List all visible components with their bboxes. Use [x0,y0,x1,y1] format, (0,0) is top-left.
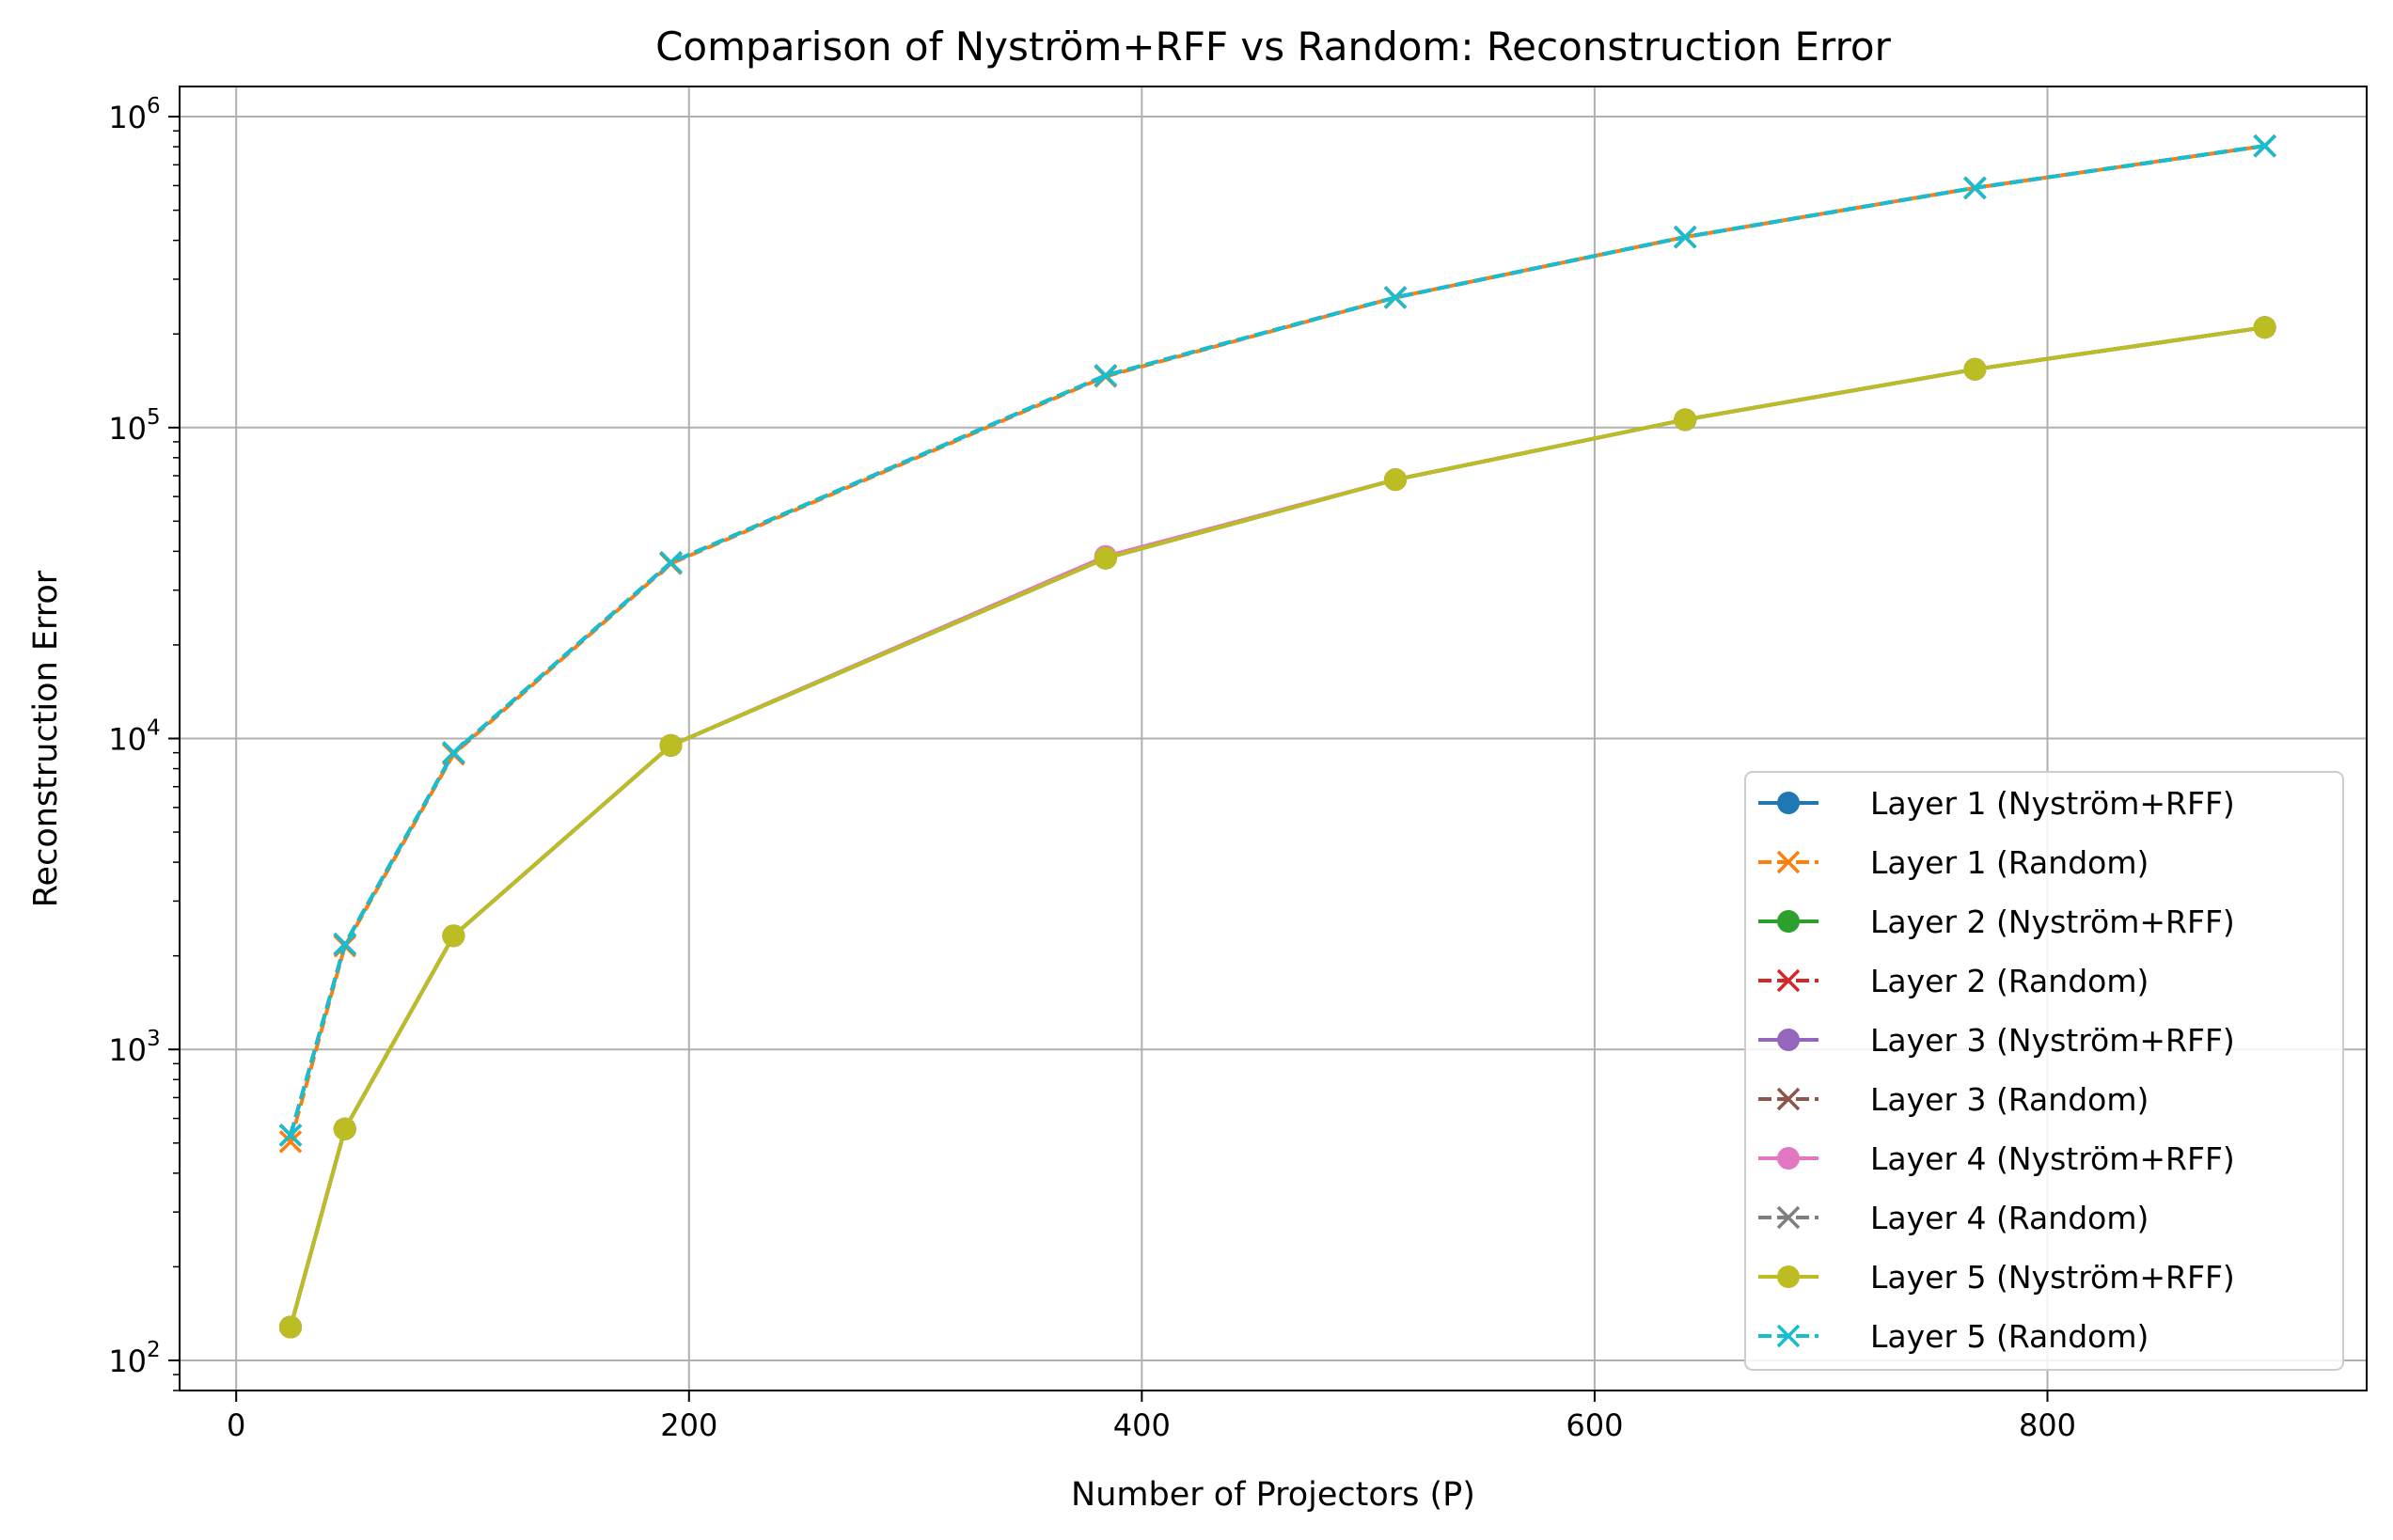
legend-label: Layer 1 (Nyström+RFF) [1870,785,2235,822]
chart-title: Comparison of Nyström+RFF vs Random: Rec… [655,24,1892,70]
legend-item: Layer 5 (Random) [1758,1318,2149,1355]
legend-marker [1776,1205,1801,1230]
y-tick-label: 106 [108,94,160,135]
legend-label: Layer 4 (Random) [1870,1200,2149,1236]
data-point [1674,408,1697,432]
legend-label: Layer 5 (Random) [1870,1318,2149,1355]
legend-label: Layer 5 (Nyström+RFF) [1870,1259,2235,1296]
legend-label: Layer 3 (Random) [1870,1081,2149,1118]
y-tick-label: 102 [108,1338,160,1379]
x-axis-label: Number of Projectors (P) [1071,1476,1475,1514]
legend-item: Layer 1 (Random) [1758,844,2149,881]
data-point [1384,468,1408,492]
data-point [659,551,683,574]
legend-item: Layer 3 (Nyström+RFF) [1758,1022,2235,1059]
data-point [1094,546,1117,570]
data-point [442,741,465,764]
legend-label: Layer 4 (Nyström+RFF) [1870,1140,2235,1177]
data-point [2253,316,2276,339]
data-point [1094,364,1118,387]
legend-marker [1777,910,1800,933]
legend-label: Layer 2 (Nyström+RFF) [1870,904,2235,940]
legend-marker [1777,1265,1800,1288]
y-tick-label: 103 [108,1027,160,1068]
data-point [333,933,357,956]
series-10 [278,134,2276,1147]
x-tick-label: 600 [1566,1407,1623,1443]
y-tick-base: 10 [108,1344,147,1379]
y-tick-label: 105 [108,405,160,447]
x-axis: 0 200 400 600 800 [227,1391,2076,1443]
y-tick-exponent: 6 [147,94,161,118]
data-point [1673,225,1697,249]
legend-item: Layer 2 (Random) [1758,963,2149,999]
legend-marker [1777,792,1800,814]
legend-item: Layer 4 (Random) [1758,1200,2149,1236]
y-axis-label: Reconstruction Error [27,570,65,907]
x-tick-label: 400 [1113,1407,1171,1443]
legend: Layer 1 (Nyström+RFF) Layer 1 (Random) Lay… [1744,771,2344,1371]
y-tick-base: 10 [108,100,147,135]
y-tick-exponent: 3 [147,1027,161,1051]
data-point [278,1130,303,1154]
legend-marker [1776,850,1801,874]
legend-marker [1777,1029,1800,1051]
legend-label: Layer 1 (Random) [1870,844,2149,881]
x-tick-label: 200 [660,1407,717,1443]
y-minor-ticks [173,130,180,1391]
legend-item: Layer 4 (Nyström+RFF) [1758,1140,2235,1177]
y-tick-base: 10 [108,1032,147,1068]
series-layer [278,134,2276,1339]
legend-item: Layer 1 (Nyström+RFF) [1758,785,2235,822]
series-9 [278,316,2276,1339]
y-tick-exponent: 2 [147,1338,161,1362]
legend-marker [1776,968,1801,993]
data-point [1383,286,1408,309]
data-point [278,1124,303,1147]
x-tick-label: 800 [2019,1407,2076,1443]
y-tick-exponent: 4 [147,716,161,741]
legend-box [1744,771,2344,1371]
data-point [1963,357,1987,381]
data-point [442,924,465,948]
data-point [278,1315,302,1339]
x-tick-label: 0 [227,1407,245,1443]
legend-item: Layer 3 (Random) [1758,1081,2149,1118]
legend-marker [1776,1324,1801,1348]
y-tick-base: 10 [108,411,147,447]
data-point [659,733,683,757]
legend-label: Layer 3 (Nyström+RFF) [1870,1022,2235,1059]
data-point [1963,176,1987,200]
data-point [2253,134,2276,158]
data-point [333,1117,356,1140]
legend-label: Layer 2 (Random) [1870,963,2149,999]
series-line [289,144,2265,1136]
legend-item: Layer 2 (Nyström+RFF) [1758,904,2235,940]
y-tick-label: 104 [108,716,160,758]
legend-item: Layer 5 (Nyström+RFF) [1758,1259,2235,1296]
y-tick-exponent: 5 [147,405,161,430]
legend-marker [1776,1087,1801,1111]
legend-marker [1777,1147,1800,1170]
y-tick-base: 10 [108,722,147,758]
